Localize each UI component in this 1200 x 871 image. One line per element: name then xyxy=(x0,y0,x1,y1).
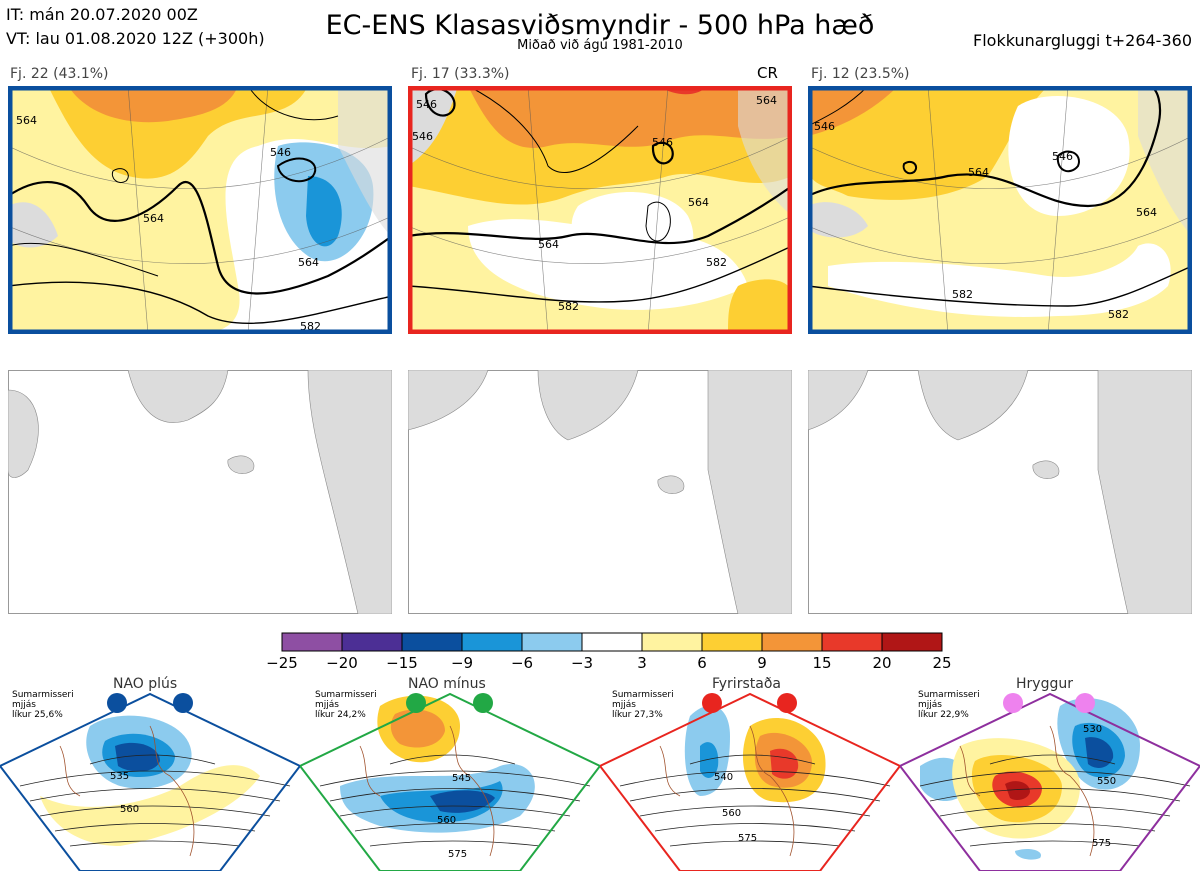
cluster-2-label: Fj. 17 (33.3%) xyxy=(411,66,510,82)
contour-label: 575 xyxy=(448,849,467,860)
regime-title-blocking: Fyrirstaða xyxy=(712,676,781,692)
classification-window: Flokkunargluggi t+264-360 xyxy=(973,31,1192,50)
contour-label: 560 xyxy=(120,804,139,815)
contour-label: 582 xyxy=(706,256,727,269)
regime-title-nao-minus: NAO mínus xyxy=(408,676,486,692)
colorbar-segment xyxy=(281,632,343,652)
contour-label: 564 xyxy=(16,114,37,127)
colorbar-tick-label: 25 xyxy=(932,654,952,672)
cluster-1-map: 564 546 564 564 582 xyxy=(8,86,392,334)
cluster-3-frame xyxy=(808,86,1192,334)
colorbar-segment xyxy=(761,632,823,652)
colorbar-segment xyxy=(701,632,763,652)
cluster-1-label: Fj. 22 (43.1%) xyxy=(10,66,109,82)
cluster-2-map: 546 546 546 564 564 564 582 582 xyxy=(408,86,792,334)
cluster-2-frame xyxy=(408,86,792,334)
regime-map-blocking: 540 560 575 xyxy=(600,692,900,871)
contour-label: 546 xyxy=(270,146,291,159)
contour-label: 564 xyxy=(968,166,989,179)
regime-dot xyxy=(473,693,493,713)
contour-label: 540 xyxy=(714,772,733,783)
regime-dot xyxy=(107,693,127,713)
colorbar-segment xyxy=(341,632,403,652)
contour-label: 530 xyxy=(1083,724,1102,735)
contour-label: 564 xyxy=(688,196,709,209)
regime-title-ridge: Hryggur xyxy=(1016,676,1073,692)
contour-label: 560 xyxy=(437,815,456,826)
contour-label: 535 xyxy=(110,771,129,782)
contour-label: 582 xyxy=(1108,308,1129,321)
regime-note-blocking: Sumarmisseri mjjás líkur 27,3% xyxy=(612,690,674,720)
contour-label: 564 xyxy=(1136,206,1157,219)
cluster-3-map: 546 546 564 564 582 582 xyxy=(808,86,1192,334)
colorbar xyxy=(281,632,943,652)
empty-map-1 xyxy=(8,370,392,614)
contour-label: 575 xyxy=(738,833,757,844)
colorbar-segment xyxy=(821,632,883,652)
initial-time: IT: mán 20.07.2020 00Z xyxy=(6,5,198,24)
contour-label: 546 xyxy=(412,130,433,143)
colorbar-tick-label: −9 xyxy=(450,654,474,672)
colorbar-tick-label: 9 xyxy=(757,654,767,672)
colorbar-tick-label: 3 xyxy=(637,654,647,672)
page-title: EC-ENS Klasasviðsmyndir - 500 hPa hæð xyxy=(325,10,875,41)
colorbar-segment xyxy=(641,632,703,652)
empty-map-2 xyxy=(408,370,792,614)
page-subtitle: Miðað við ágú 1981-2010 xyxy=(517,38,683,53)
colorbar-tick-label: −20 xyxy=(326,654,358,672)
contour-label: 550 xyxy=(1097,776,1116,787)
colorbar-segment xyxy=(461,632,523,652)
contour-label: 582 xyxy=(558,300,579,313)
colorbar-segment xyxy=(401,632,463,652)
cluster-1-frame xyxy=(8,86,392,334)
colorbar-tick-label: 20 xyxy=(872,654,892,672)
regime-frame xyxy=(600,692,900,871)
contour-label: 545 xyxy=(452,773,471,784)
regime-frame xyxy=(900,692,1200,871)
regime-dot xyxy=(406,693,426,713)
contour-label: 575 xyxy=(1092,838,1111,849)
regime-note-nao-plus: Sumarmisseri mjjás líkur 25,6% xyxy=(12,690,74,720)
empty-map-3 xyxy=(808,370,1192,614)
contour-label: 560 xyxy=(722,808,741,819)
valid-time: VT: lau 01.08.2020 12Z (+300h) xyxy=(6,29,265,48)
regime-dot xyxy=(173,693,193,713)
regime-note-ridge: Sumarmisseri mjjás líkur 22,9% xyxy=(918,690,980,720)
cluster-3-label: Fj. 12 (23.5%) xyxy=(811,66,910,82)
contour-label: 546 xyxy=(1052,150,1073,163)
colorbar-tick-label: −3 xyxy=(570,654,594,672)
regime-dot xyxy=(1075,693,1095,713)
colorbar-segment xyxy=(881,632,943,652)
contour-label: 546 xyxy=(416,98,437,111)
regime-map-nao-plus: 535 560 xyxy=(0,692,300,871)
contour-label: 564 xyxy=(298,256,319,269)
contour-label: 546 xyxy=(814,120,835,133)
contour-label: 564 xyxy=(143,212,164,225)
regime-dot xyxy=(1003,693,1023,713)
colorbar-tick-label: −25 xyxy=(266,654,298,672)
regime-dot xyxy=(777,693,797,713)
regime-map-ridge: 530 550 575 xyxy=(900,692,1200,871)
regime-title-nao-plus: NAO plús xyxy=(113,676,178,692)
contour-label: 546 xyxy=(652,136,673,149)
regime-map-nao-minus: 545 560 575 xyxy=(300,692,600,871)
regime-dots xyxy=(107,693,1095,713)
contour-label: 582 xyxy=(952,288,973,301)
regime-note-nao-minus: Sumarmisseri mjjás líkur 24,2% xyxy=(315,690,377,720)
colorbar-tick-label: 6 xyxy=(697,654,707,672)
colorbar-tick-label: −15 xyxy=(386,654,418,672)
regime-dot xyxy=(702,693,722,713)
contour-label: 564 xyxy=(538,238,559,251)
contour-label: 564 xyxy=(756,94,777,107)
cluster-2-tag: CR xyxy=(757,64,778,82)
colorbar-segment xyxy=(521,632,583,652)
colorbar-tick-label: −6 xyxy=(510,654,534,672)
colorbar-segment xyxy=(581,632,643,652)
colorbar-tick-label: 15 xyxy=(812,654,832,672)
